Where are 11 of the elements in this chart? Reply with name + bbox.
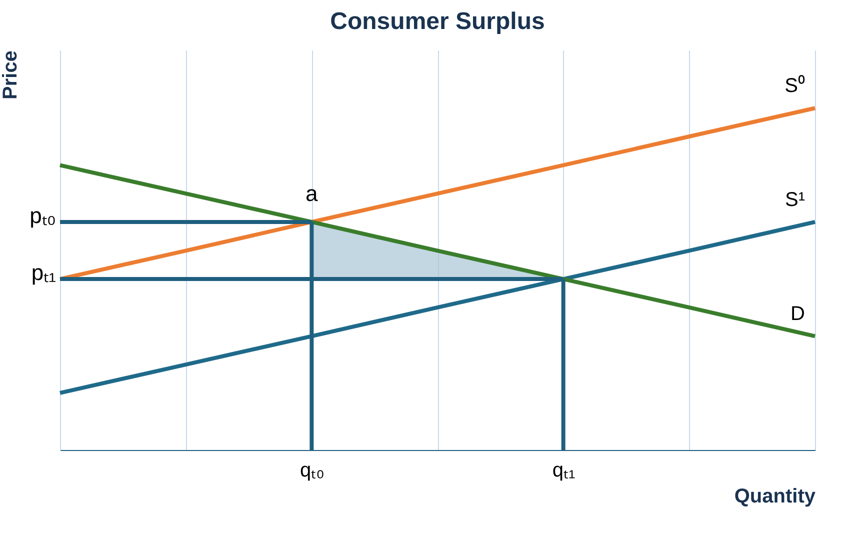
series-label: pₜ₀: [30, 202, 56, 228]
annotation: a: [306, 180, 319, 206]
y-axis-title: Price: [0, 50, 22, 100]
series-label: D: [790, 303, 805, 326]
x-axis-title: Quantity: [734, 486, 816, 508]
x-tick-label: qₜ₀: [300, 460, 324, 482]
series-label: S⁰: [784, 74, 805, 98]
series-label: pₜ₁: [31, 260, 56, 286]
series-label: S¹: [785, 188, 806, 211]
x-tick-label: qₜ₁: [552, 460, 576, 482]
chart-title: Consumer Surplus: [330, 8, 545, 35]
